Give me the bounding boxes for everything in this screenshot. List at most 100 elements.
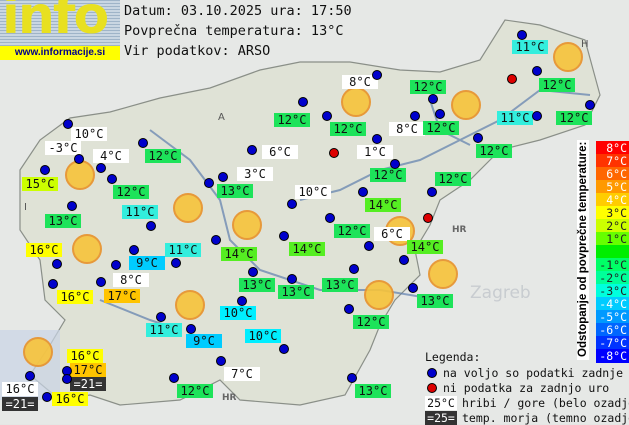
station-temperature[interactable]: 10°C <box>245 329 281 343</box>
station-temperature[interactable]: 12°C <box>274 113 310 127</box>
station-temperature[interactable]: 11°C <box>146 323 182 337</box>
station-dot-available[interactable] <box>146 221 156 231</box>
station-dot-available[interactable] <box>169 373 179 383</box>
station-temperature[interactable]: 14°C <box>407 240 443 254</box>
station-dot-available[interactable] <box>216 356 226 366</box>
station-temperature[interactable]: 12°C <box>353 315 389 329</box>
station-dot-available[interactable] <box>186 324 196 334</box>
station-temperature[interactable]: 14°C <box>221 247 257 261</box>
station-temperature[interactable]: 14°C <box>365 198 401 212</box>
station-temperature[interactable]: =21= <box>70 377 106 391</box>
station-dot-available[interactable] <box>25 371 35 381</box>
station-temperature[interactable]: 3°C <box>237 167 273 181</box>
station-temperature[interactable]: 12°C <box>334 224 370 238</box>
station-temperature[interactable]: 17°C <box>104 289 140 303</box>
station-dot-available[interactable] <box>322 111 332 121</box>
station-temperature[interactable]: 12°C <box>145 149 181 163</box>
station-dot-available[interactable] <box>364 241 374 251</box>
station-temperature[interactable]: 13°C <box>417 294 453 308</box>
station-dot-available[interactable] <box>107 174 117 184</box>
station-temperature[interactable]: 12°C <box>435 172 471 186</box>
station-temperature[interactable]: 11°C <box>497 111 533 125</box>
station-dot-available[interactable] <box>211 235 221 245</box>
station-dot-available[interactable] <box>298 97 308 107</box>
station-dot-available[interactable] <box>287 199 297 209</box>
station-temperature[interactable]: 16°C <box>52 392 88 406</box>
station-temperature[interactable]: 15°C <box>22 177 58 191</box>
station-dot-available[interactable] <box>52 259 62 269</box>
station-temperature[interactable]: 8°C <box>389 122 425 136</box>
station-temperature[interactable]: 11°C <box>122 205 158 219</box>
station-dot-available[interactable] <box>247 145 257 155</box>
station-temperature[interactable]: 8°C <box>113 273 149 287</box>
station-temperature[interactable]: 6°C <box>374 227 410 241</box>
station-temperature[interactable]: 11°C <box>165 243 201 257</box>
station-dot-available[interactable] <box>279 231 289 241</box>
station-dot-available[interactable] <box>171 258 181 268</box>
station-dot-available[interactable] <box>532 111 542 121</box>
station-dot-available[interactable] <box>74 154 84 164</box>
station-dot-available[interactable] <box>287 274 297 284</box>
station-temperature[interactable]: =21= <box>2 397 38 411</box>
station-temperature[interactable]: 4°C <box>93 149 129 163</box>
station-dot-available[interactable] <box>237 296 247 306</box>
station-dot-available[interactable] <box>344 304 354 314</box>
station-temperature[interactable]: 8°C <box>342 75 378 89</box>
station-temperature[interactable]: 12°C <box>556 111 592 125</box>
station-dot-available[interactable] <box>585 100 595 110</box>
station-dot-available[interactable] <box>428 94 438 104</box>
station-dot-available[interactable] <box>42 392 52 402</box>
station-dot-available[interactable] <box>408 283 418 293</box>
station-temperature[interactable]: -3°C <box>45 141 81 155</box>
station-dot-available[interactable] <box>204 178 214 188</box>
station-temperature[interactable]: 6°C <box>262 145 298 159</box>
station-temperature[interactable]: 1°C <box>357 145 393 159</box>
station-temperature[interactable]: 12°C <box>423 121 459 135</box>
station-dot-available[interactable] <box>138 138 148 148</box>
station-temperature[interactable]: 12°C <box>177 384 213 398</box>
station-temperature[interactable]: 16°C <box>2 382 38 396</box>
station-temperature[interactable]: 12°C <box>539 78 575 92</box>
station-dot-available[interactable] <box>349 264 359 274</box>
station-dot-available[interactable] <box>67 201 77 211</box>
station-dot-available[interactable] <box>473 133 483 143</box>
station-dot-available[interactable] <box>372 70 382 80</box>
station-dot-available[interactable] <box>279 344 289 354</box>
station-temperature[interactable]: 16°C <box>26 243 62 257</box>
station-dot-available[interactable] <box>96 163 106 173</box>
station-temperature[interactable]: 9°C <box>129 256 165 270</box>
station-temperature[interactable]: 13°C <box>355 384 391 398</box>
station-temperature[interactable]: 12°C <box>330 122 366 136</box>
station-temperature[interactable]: 12°C <box>113 185 149 199</box>
station-temperature[interactable]: 7°C <box>224 367 260 381</box>
station-dot-available[interactable] <box>372 134 382 144</box>
station-dot-available[interactable] <box>129 245 139 255</box>
station-temperature[interactable]: 13°C <box>278 285 314 299</box>
station-dot-available[interactable] <box>218 172 228 182</box>
station-dot-available[interactable] <box>325 213 335 223</box>
station-dot-missing[interactable] <box>507 74 517 84</box>
station-dot-available[interactable] <box>532 66 542 76</box>
station-dot-available[interactable] <box>427 187 437 197</box>
station-temperature[interactable]: 12°C <box>370 168 406 182</box>
station-temperature[interactable]: 11°C <box>512 40 548 54</box>
station-temperature[interactable]: 13°C <box>239 278 275 292</box>
station-dot-available[interactable] <box>410 111 420 121</box>
station-dot-available[interactable] <box>156 312 166 322</box>
station-temperature[interactable]: 16°C <box>67 349 103 363</box>
logo-url[interactable]: www.informacije.si <box>0 46 120 60</box>
station-temperature[interactable]: 10°C <box>295 185 331 199</box>
station-temperature[interactable]: 13°C <box>322 278 358 292</box>
station-dot-available[interactable] <box>96 277 106 287</box>
station-dot-missing[interactable] <box>423 213 433 223</box>
station-dot-available[interactable] <box>435 109 445 119</box>
station-temperature[interactable]: 17°C <box>70 363 106 377</box>
station-temperature[interactable]: 12°C <box>410 80 446 94</box>
station-dot-available[interactable] <box>248 267 258 277</box>
station-dot-available[interactable] <box>48 279 58 289</box>
logo[interactable]: info www.informacije.si <box>0 0 120 60</box>
station-temperature[interactable]: 9°C <box>186 334 222 348</box>
station-dot-available[interactable] <box>358 187 368 197</box>
station-temperature[interactable]: 14°C <box>289 242 325 256</box>
station-dot-missing[interactable] <box>329 148 339 158</box>
